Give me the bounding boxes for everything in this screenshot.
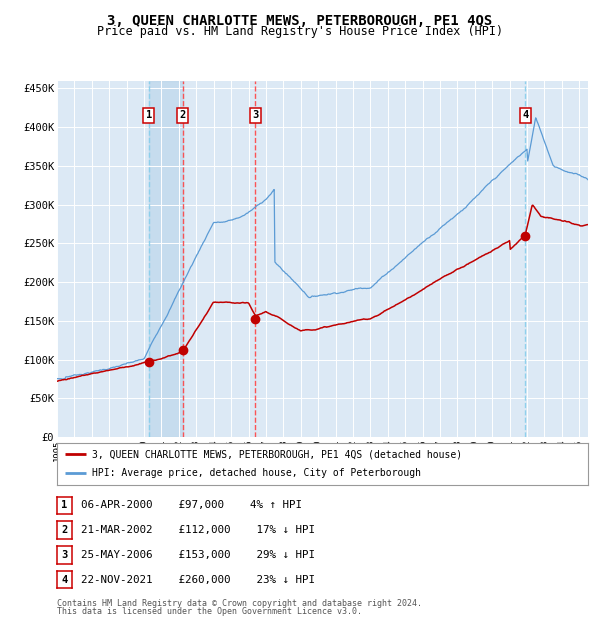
Text: This data is licensed under the Open Government Licence v3.0.: This data is licensed under the Open Gov…	[57, 607, 362, 616]
Text: 3, QUEEN CHARLOTTE MEWS, PETERBOROUGH, PE1 4QS: 3, QUEEN CHARLOTTE MEWS, PETERBOROUGH, P…	[107, 14, 493, 28]
Text: 06-APR-2000    £97,000    4% ↑ HPI: 06-APR-2000 £97,000 4% ↑ HPI	[81, 500, 302, 510]
Text: 3: 3	[253, 110, 259, 120]
Text: Price paid vs. HM Land Registry's House Price Index (HPI): Price paid vs. HM Land Registry's House …	[97, 25, 503, 38]
Text: 1: 1	[146, 110, 152, 120]
Text: Contains HM Land Registry data © Crown copyright and database right 2024.: Contains HM Land Registry data © Crown c…	[57, 600, 422, 608]
Text: 4: 4	[61, 575, 68, 585]
Text: 2: 2	[61, 525, 68, 535]
Text: 4: 4	[522, 110, 529, 120]
Text: 25-MAY-2006    £153,000    29% ↓ HPI: 25-MAY-2006 £153,000 29% ↓ HPI	[81, 550, 315, 560]
Text: 3, QUEEN CHARLOTTE MEWS, PETERBOROUGH, PE1 4QS (detached house): 3, QUEEN CHARLOTTE MEWS, PETERBOROUGH, P…	[92, 449, 461, 459]
Bar	[149, 81, 182, 437]
Text: 21-MAR-2002    £112,000    17% ↓ HPI: 21-MAR-2002 £112,000 17% ↓ HPI	[81, 525, 315, 535]
Text: HPI: Average price, detached house, City of Peterborough: HPI: Average price, detached house, City…	[92, 469, 421, 479]
Text: 22-NOV-2021    £260,000    23% ↓ HPI: 22-NOV-2021 £260,000 23% ↓ HPI	[81, 575, 315, 585]
Text: 2: 2	[179, 110, 186, 120]
Text: 3: 3	[61, 550, 68, 560]
Text: 1: 1	[61, 500, 68, 510]
